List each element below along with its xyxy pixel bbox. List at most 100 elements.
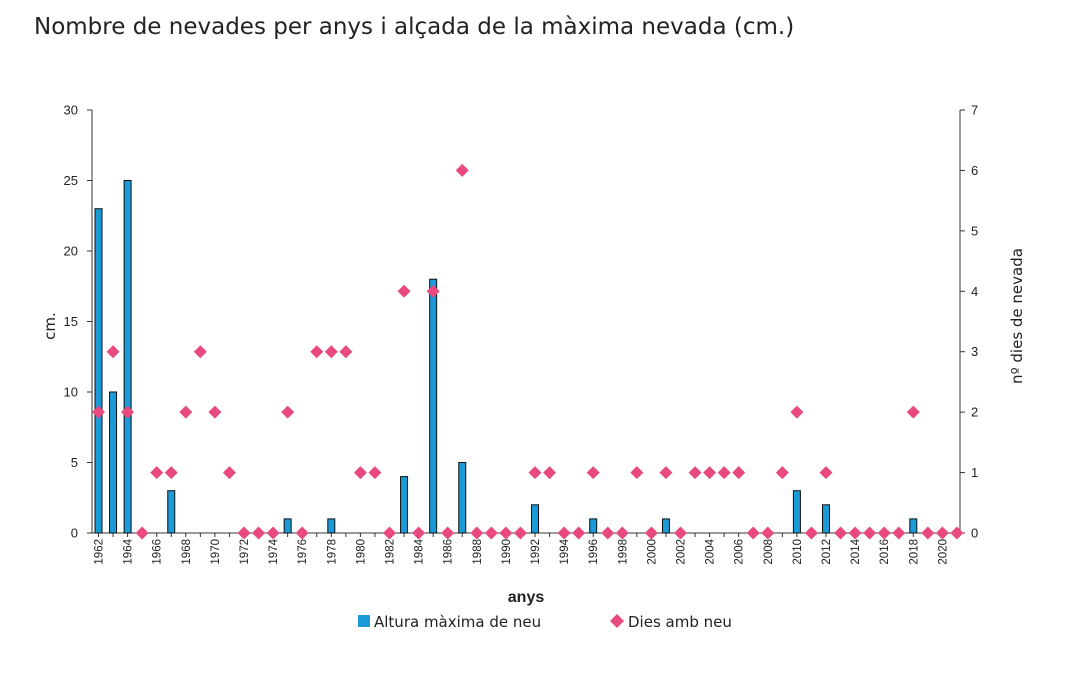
x-tick-label: 2016: [879, 539, 891, 565]
scatter-point: [557, 526, 571, 540]
scatter-point: [848, 526, 862, 540]
bar: [792, 490, 801, 534]
scatter-point: [586, 466, 600, 480]
scatter-point: [513, 526, 527, 540]
x-tick-label: 2018: [908, 539, 920, 565]
bar: [458, 462, 467, 534]
legend-swatch-bar: [358, 615, 370, 627]
scatter-point: [455, 163, 469, 177]
x-tick-label: 1982: [385, 539, 397, 565]
x-tick-label: 2006: [734, 539, 746, 565]
x-tick-label: 1990: [501, 539, 513, 565]
scatter-point: [703, 466, 717, 480]
bar: [327, 518, 336, 534]
y-axis-left-title: cm.: [41, 312, 59, 340]
x-tick-label: 1964: [123, 538, 135, 564]
scatter-point: [921, 526, 935, 540]
y-left-tick-label: 15: [64, 314, 78, 329]
scatter-point: [746, 526, 760, 540]
scatter-point: [135, 526, 149, 540]
y-right-tick-label: 1: [971, 465, 978, 480]
scatter-point: [164, 466, 178, 480]
scatter-point: [804, 526, 818, 540]
x-tick-label: 1970: [210, 539, 222, 565]
x-tick-label: 1996: [588, 539, 600, 565]
bar: [123, 180, 132, 534]
scatter-point: [528, 466, 542, 480]
scatter-point: [601, 526, 615, 540]
y-right-tick-label: 6: [971, 163, 978, 178]
bar: [167, 490, 176, 534]
bar: [531, 504, 539, 534]
x-tick-label: 2020: [937, 539, 949, 565]
scatter-point: [543, 466, 557, 480]
x-tick-label: 1978: [326, 539, 338, 565]
scatter-point: [208, 405, 222, 419]
chart-title: Nombre de nevades per anys i alçada de l…: [34, 14, 795, 40]
scatter-point: [252, 526, 266, 540]
x-tick-label: 1980: [355, 539, 367, 565]
x-tick-label: 2014: [850, 538, 862, 564]
y-left-tick-label: 0: [71, 526, 78, 541]
scatter-point: [688, 466, 702, 480]
x-tick-label: 1994: [559, 538, 571, 564]
scatter-point: [863, 526, 877, 540]
scatter-point: [470, 526, 484, 540]
scatter-point: [892, 526, 906, 540]
x-tick-label: 1972: [239, 539, 251, 565]
x-tick-label: 2010: [792, 539, 804, 565]
x-tick-label: 1992: [530, 539, 542, 565]
scatter-point: [383, 526, 396, 540]
bar: [109, 391, 118, 534]
scatter-point: [732, 466, 746, 480]
y-right-tick-label: 7: [971, 103, 978, 118]
y-right-tick-label: 5: [971, 223, 978, 238]
scatter-point: [819, 466, 833, 480]
scatter-point: [193, 345, 207, 359]
scatter-point: [499, 526, 513, 540]
scatter-point: [397, 284, 411, 298]
scatter-point: [266, 526, 280, 540]
scatter-point: [121, 405, 135, 419]
y-left-tick-label: 30: [64, 103, 78, 118]
x-tick-label: 1998: [617, 539, 629, 565]
scatter-point: [150, 466, 164, 480]
scatter-point: [353, 466, 367, 480]
bar: [283, 518, 292, 534]
x-tick-label: 2004: [705, 538, 717, 564]
scatter-point: [412, 526, 426, 540]
y-left-tick-label: 10: [64, 385, 78, 400]
x-tick-label: 1968: [181, 539, 193, 565]
y-right-tick-label: 4: [971, 284, 978, 299]
scatter-point: [615, 526, 629, 540]
legend-label-bar: Altura màxima de neu: [374, 613, 541, 631]
bar: [400, 476, 409, 534]
x-tick-label: 1986: [443, 539, 455, 565]
bar: [661, 518, 670, 534]
x-tick-label: 2000: [646, 539, 658, 565]
scatter-point: [295, 526, 309, 540]
x-tick-label: 2002: [676, 539, 688, 565]
scatter-point: [106, 345, 120, 359]
plot-area: 0 5 10 15 20 25 30 0 1 2 3 4 5 6 7 1962 1964 1966 1968 1970…: [64, 103, 979, 565]
scatter-point: [426, 284, 440, 298]
scatter-point: [281, 405, 295, 419]
scatter-point: [572, 526, 586, 540]
scatter-point: [775, 466, 789, 480]
scatter-point: [324, 345, 338, 359]
y-right-tick-label: 0: [971, 526, 978, 541]
y-right-tick-label: 3: [971, 344, 978, 359]
scatter-point: [717, 466, 731, 480]
bar: [822, 504, 830, 534]
x-tick-label: 1976: [297, 539, 309, 565]
y-left-tick-label: 5: [71, 455, 78, 470]
scatter-point: [834, 526, 848, 540]
scatter-point: [906, 405, 920, 419]
x-tick-label: 1962: [94, 539, 106, 565]
scatter-point: [790, 405, 804, 419]
scatter-point: [310, 345, 324, 359]
x-tick-label: 1988: [472, 539, 484, 565]
bar: [909, 518, 918, 534]
x-tick-label: 1966: [152, 539, 164, 565]
scatter-point: [339, 345, 353, 359]
